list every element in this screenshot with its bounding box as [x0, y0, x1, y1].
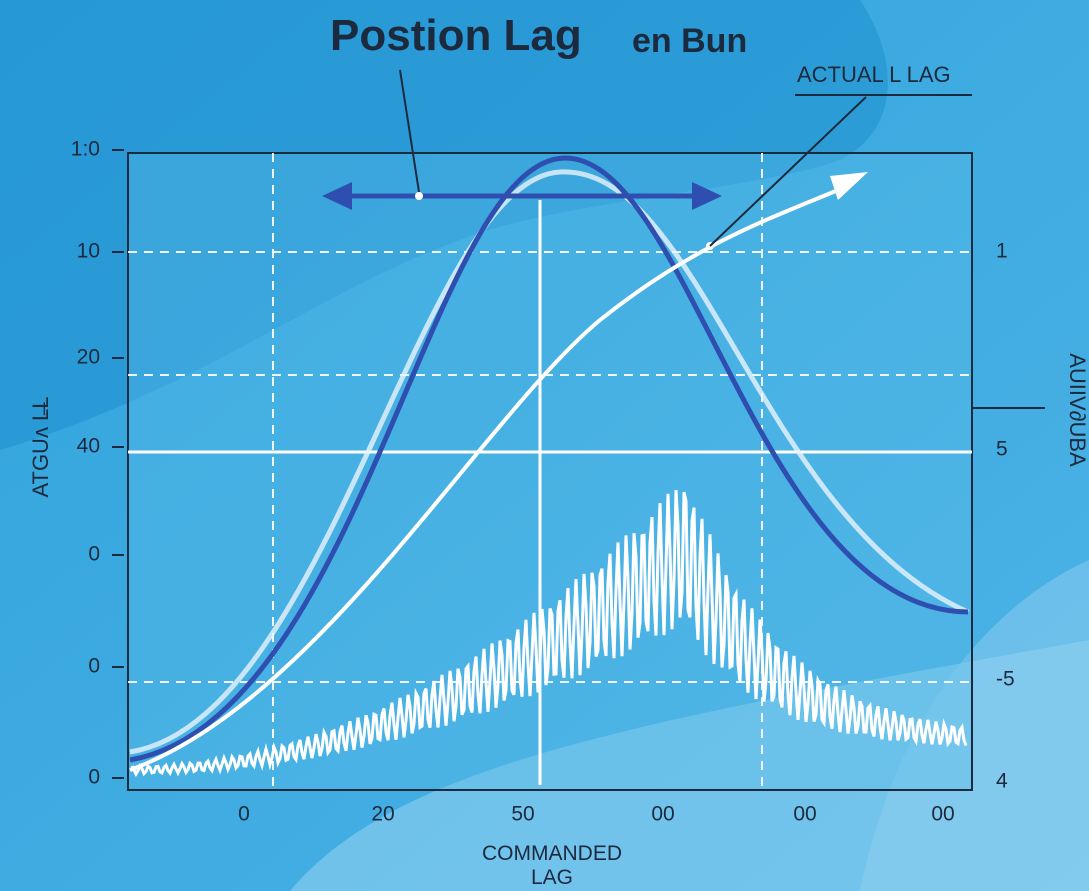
y2-axis-label: AUIIV∂UBA	[1065, 353, 1089, 467]
y2-tick-label: 5	[996, 438, 1008, 461]
x-tick-label: 0	[238, 803, 250, 826]
x-tick-label: 20	[371, 803, 394, 826]
x-tick-label: 00	[793, 803, 816, 826]
x-tick-label: 00	[931, 803, 954, 826]
annotation: ACTUAL L LAG	[797, 62, 951, 87]
title-suffix: en Bun	[632, 22, 747, 60]
y-tick-label: 20	[77, 346, 100, 369]
x-axis-label: COMMANDED	[482, 842, 622, 865]
x-axis-label: LAG	[531, 866, 573, 889]
y-tick-label: 1:0	[71, 138, 100, 161]
y-tick-label: 40	[77, 435, 100, 458]
y-tick-label: 0	[88, 766, 100, 789]
y2-tick-label: 4	[996, 770, 1008, 793]
x-tick-label: 00	[651, 803, 674, 826]
x-tick-label: 50	[511, 803, 534, 826]
y2-tick-label: -5	[996, 668, 1015, 691]
y2-tick-label: 1	[996, 240, 1008, 263]
marker	[415, 192, 423, 200]
illustration: Postion Lag en Bun ACTUAL L LAG ATGUᴧ L̶…	[0, 0, 1089, 891]
y-tick-label: 10	[77, 240, 100, 263]
y-tick-label: 0	[88, 543, 100, 566]
y-tick-label: 0	[88, 655, 100, 678]
y-axis-label: ATGUᴧ L̶L	[28, 396, 53, 497]
title: Postion Lag	[330, 11, 582, 60]
